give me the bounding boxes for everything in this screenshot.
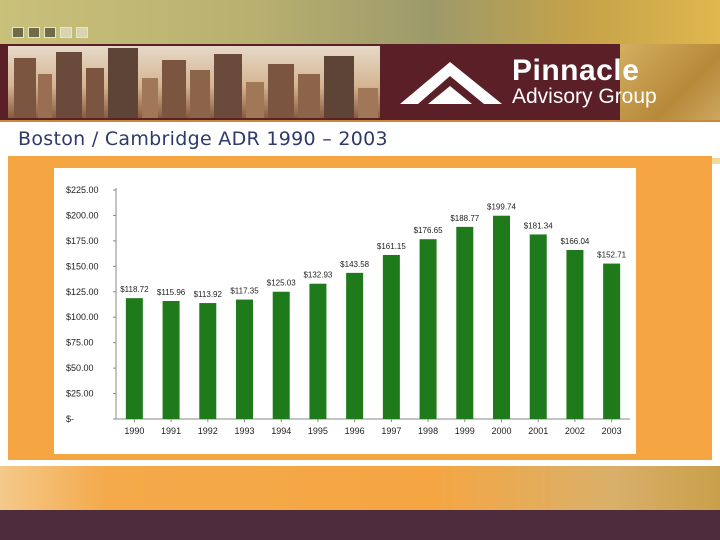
slide-title: Boston / Cambridge ADR 1990 – 2003 — [18, 128, 388, 150]
x-tick-label: 1994 — [271, 426, 291, 436]
data-label-1998: $176.65 — [414, 226, 443, 235]
data-label-1993: $117.35 — [230, 287, 259, 296]
bar-1995 — [309, 283, 327, 419]
x-tick-label: 2002 — [565, 426, 585, 436]
x-tick-label: 2000 — [491, 426, 511, 436]
data-label-2002: $166.04 — [560, 237, 589, 246]
chart-container: $225.00 $200.00 $175.00 $150.00 $125.00 $100.… — [54, 168, 636, 454]
bar-1994 — [272, 291, 290, 419]
bar-2001 — [529, 234, 547, 419]
square-icon — [60, 27, 72, 38]
y-tick-label: $- — [66, 414, 74, 424]
y-axis-ticks: $225.00 $200.00 $175.00 $150.00 $125.00 $100.… — [66, 185, 116, 424]
y-tick-label: $200.00 — [66, 210, 99, 220]
data-label-1996: $143.58 — [340, 260, 369, 269]
x-tick-label: 2003 — [602, 426, 622, 436]
bar-1997 — [382, 254, 400, 419]
x-tick-label: 1995 — [308, 426, 328, 436]
x-tick-label: 1992 — [198, 426, 218, 436]
bar-1993 — [236, 299, 253, 419]
company-logo: Pinnacle Advisory Group — [512, 56, 657, 108]
mountain-logo-icon — [400, 62, 502, 104]
bar-1991 — [162, 300, 180, 419]
square-icon — [12, 27, 24, 38]
y-tick-label: $150.00 — [66, 261, 99, 271]
y-tick-label: $50.00 — [66, 363, 94, 373]
data-label-1991: $115.96 — [157, 288, 186, 297]
title-bar — [0, 120, 720, 158]
data-label-2001: $181.34 — [524, 221, 553, 230]
y-tick-label: $25.00 — [66, 389, 94, 399]
decorative-squares — [12, 27, 88, 38]
y-tick-label: $125.00 — [66, 287, 99, 297]
bar-1996 — [346, 272, 364, 419]
bar-1998 — [419, 239, 437, 419]
top-decorative-strip — [0, 0, 720, 44]
x-tick-label: 1999 — [455, 426, 475, 436]
square-icon — [76, 27, 88, 38]
data-label-1994: $125.03 — [267, 279, 296, 288]
x-tick-label: 1998 — [418, 426, 438, 436]
x-tick-label: 1993 — [234, 426, 254, 436]
data-label-1997: $161.15 — [377, 242, 406, 251]
x-tick-label: 1990 — [124, 426, 144, 436]
footer-bar — [0, 510, 720, 540]
bar-1992 — [199, 303, 217, 419]
bottom-decorative-band — [0, 466, 720, 510]
square-icon — [44, 27, 56, 38]
x-tick-label: 1991 — [161, 426, 181, 436]
bar-1990 — [125, 298, 143, 419]
data-labels: $118.72 $115.96 $113.92 $117.35 $125.03 $132.… — [120, 203, 626, 299]
x-tick-label: 2001 — [528, 426, 548, 436]
adr-bar-chart: $225.00 $200.00 $175.00 $150.00 $125.00 $100.… — [66, 185, 630, 436]
bar-2002 — [566, 250, 584, 419]
bar-2000 — [493, 215, 510, 419]
y-tick-label: $100.00 — [66, 312, 99, 322]
data-label-2003: $152.71 — [597, 251, 626, 260]
data-label-1995: $132.93 — [303, 271, 332, 280]
y-tick-label: $75.00 — [66, 338, 94, 348]
x-axis-ticks: 1990 1991 1992 1993 1994 1995 1996 1997 1998 1999… — [124, 419, 622, 436]
data-label-1992: $113.92 — [194, 290, 223, 299]
bar-2003 — [603, 263, 621, 419]
x-tick-label: 1997 — [381, 426, 401, 436]
x-tick-label: 1996 — [345, 426, 365, 436]
city-skyline-image — [8, 46, 380, 118]
logo-subtitle: Advisory Group — [512, 85, 657, 108]
y-tick-label: $225.00 — [66, 185, 99, 195]
logo-name: Pinnacle — [512, 54, 640, 87]
data-label-1990: $118.72 — [120, 285, 149, 294]
y-tick-label: $175.00 — [66, 236, 99, 246]
data-label-1999: $188.77 — [450, 214, 479, 223]
square-icon — [28, 27, 40, 38]
bar-1999 — [456, 226, 474, 419]
data-label-2000: $199.74 — [487, 203, 516, 212]
bars — [125, 215, 621, 419]
